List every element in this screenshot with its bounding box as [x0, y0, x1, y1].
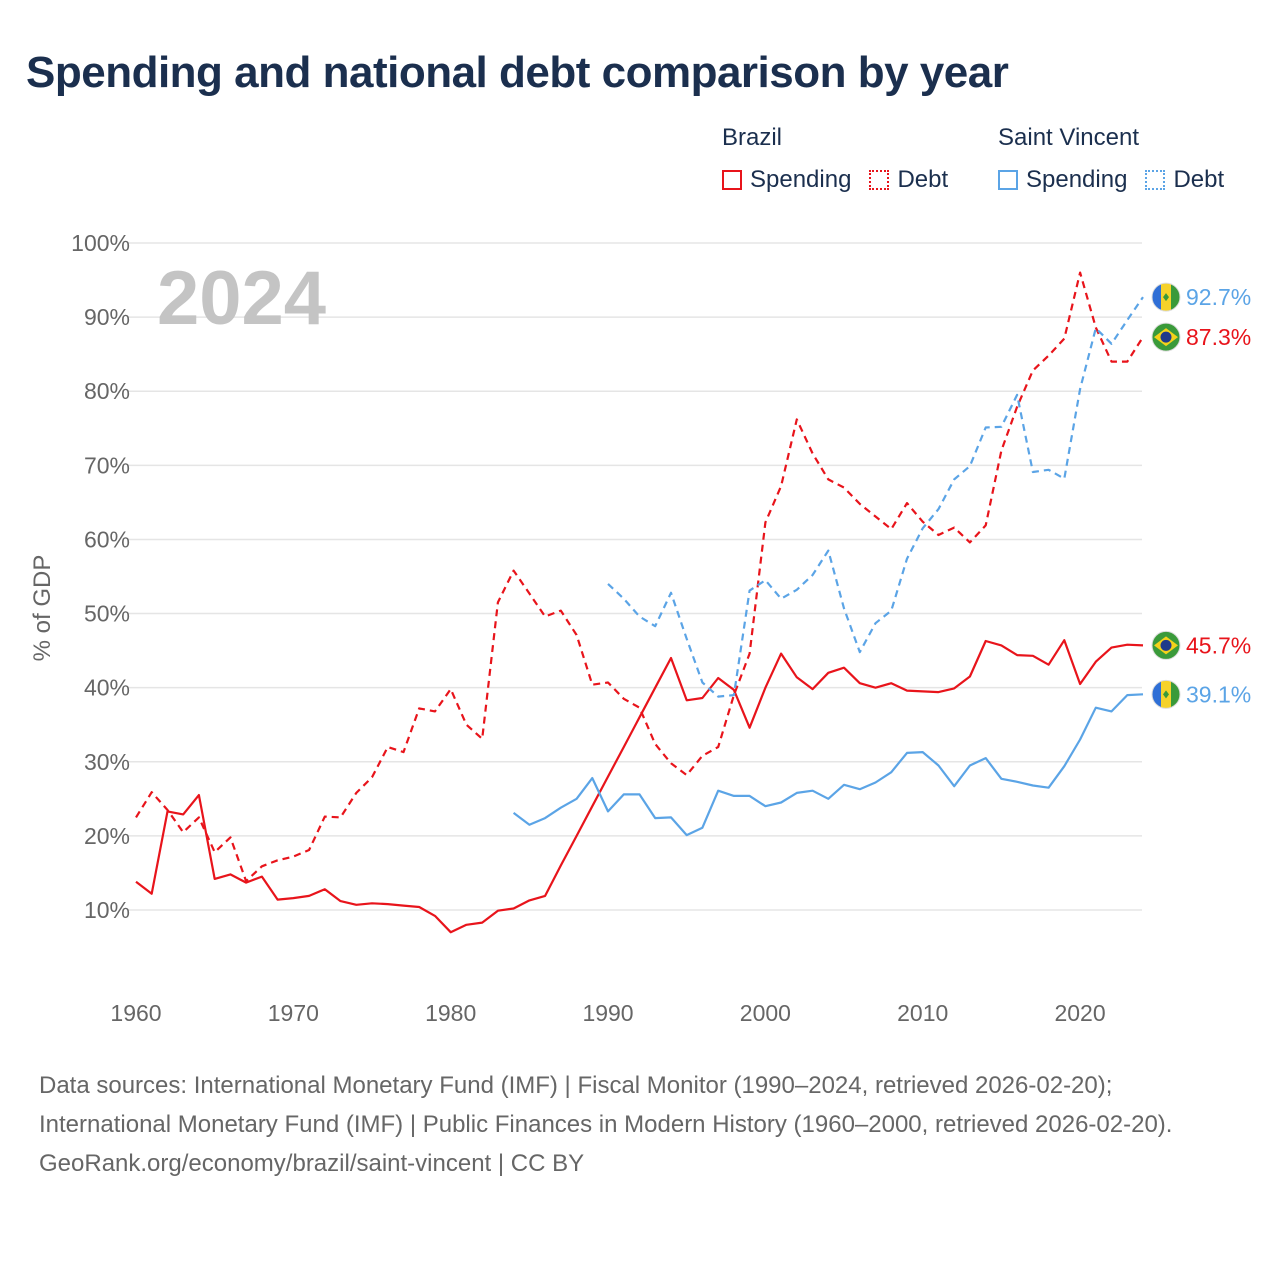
x-tick-label: 2010	[897, 1000, 948, 1026]
end-label-brazil-flag-icon	[1151, 322, 1181, 352]
legend-label: Spending	[1026, 166, 1128, 193]
legend-label: Debt	[897, 166, 949, 193]
end-labels: 92.7% 87.3% 45.7% 39.1%	[1151, 282, 1251, 709]
year-watermark: 2024	[157, 256, 326, 341]
end-value-label: 39.1%	[1186, 681, 1251, 707]
legend-label: Spending	[750, 166, 852, 193]
end-value-label: 87.3%	[1186, 324, 1251, 350]
credit-link[interactable]: GeoRank.org/economy/brazil/saint-vincent…	[39, 1150, 585, 1177]
legend-item-saint-vincent-spending[interactable]: Spending	[998, 166, 1127, 194]
legend-swatch-solid	[998, 170, 1018, 190]
footer: Data sources: International Monetary Fun…	[39, 1066, 1239, 1183]
end-value-label: 92.7%	[1186, 284, 1251, 310]
legend-label: Debt	[1173, 166, 1225, 193]
end-label-brazil-flag-icon	[1151, 630, 1181, 660]
legend-item-brazil-debt[interactable]: Debt	[869, 166, 948, 194]
chart-title: Spending and national debt comparison by…	[26, 48, 1009, 97]
series-saint-vincent-spending[interactable]	[512, 693, 1144, 837]
y-tick-label: 90%	[84, 304, 130, 330]
legend-country-brazil: Brazil	[722, 124, 783, 151]
y-tick-label: 70%	[84, 452, 130, 478]
x-axis-ticks: 1960 1970 1980 1990 2000 2010 2020	[110, 1000, 1105, 1026]
y-tick-label: 60%	[84, 526, 130, 552]
legend-swatch-dotted	[1145, 170, 1166, 190]
end-label-saint-vincent-flag-icon	[1151, 679, 1181, 709]
x-tick-label: 1970	[268, 1000, 319, 1026]
y-tick-label: 100%	[71, 230, 130, 256]
data-sources: Data sources: International Monetary Fun…	[39, 1072, 1173, 1138]
x-tick-label: 2000	[740, 1000, 791, 1026]
legend-item-brazil-spending[interactable]: Spending	[722, 166, 851, 194]
y-tick-label: 80%	[84, 378, 130, 404]
legend-brazil: Brazil Spending Debt	[722, 124, 966, 194]
legend-swatch-solid	[722, 170, 742, 190]
legend-item-saint-vincent-debt[interactable]: Debt	[1145, 166, 1224, 194]
y-axis-ticks: 10% 20% 30% 40% 50% 60% 70% 80% 90% 100%	[71, 230, 130, 923]
y-tick-label: 40%	[84, 675, 130, 701]
series-saint-vincent-debt[interactable]	[607, 296, 1144, 698]
series-brazil-debt[interactable]	[135, 271, 1144, 883]
x-tick-label: 1960	[110, 1000, 161, 1026]
line-chart: 10% 20% 30% 40% 50% 60% 70% 80% 90% 100% 1960 1970…	[29, 230, 1251, 1026]
x-tick-label: 1980	[425, 1000, 476, 1026]
legend-country-saint-vincent: Saint Vincent	[998, 124, 1139, 151]
legend-saint-vincent: Saint Vincent Spending Debt	[998, 124, 1242, 194]
end-label-saint-vincent-flag-icon	[1151, 282, 1181, 312]
series-lines	[135, 271, 1144, 934]
y-axis-label: % of GDP	[29, 555, 56, 662]
x-tick-label: 2020	[1054, 1000, 1105, 1026]
end-value-label: 45.7%	[1186, 632, 1251, 658]
x-tick-label: 1990	[582, 1000, 633, 1026]
y-tick-label: 10%	[84, 897, 130, 923]
y-tick-label: 30%	[84, 749, 130, 775]
y-tick-label: 20%	[84, 823, 130, 849]
series-brazil-spending[interactable]	[135, 639, 1144, 934]
y-tick-label: 50%	[84, 601, 130, 627]
grid-lines	[128, 242, 1142, 911]
legend-swatch-dotted	[869, 170, 890, 190]
